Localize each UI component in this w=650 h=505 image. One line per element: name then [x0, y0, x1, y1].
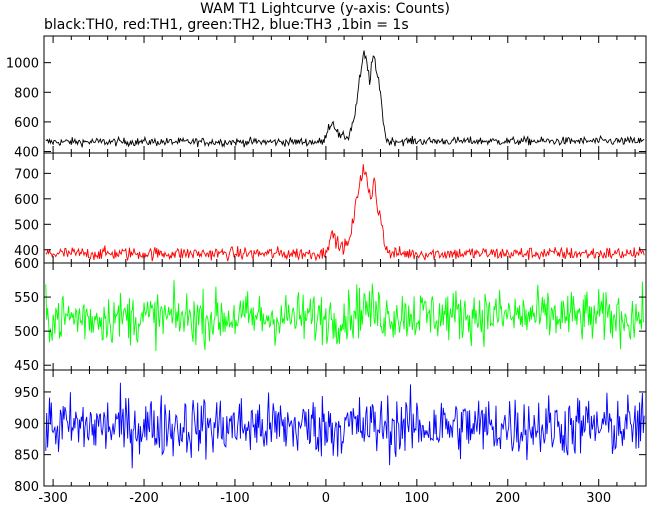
series-line-TH3	[45, 382, 645, 469]
x-tick-label: 0	[322, 491, 330, 505]
x-tick-label: 300	[586, 491, 611, 505]
y-tick-label-TH3: 950	[14, 386, 39, 401]
panel-frame-TH0	[43, 35, 647, 154]
y-tick-label-TH2: 500	[14, 325, 39, 340]
y-tick-label-TH1: 500	[14, 218, 39, 233]
series-line-TH2	[45, 280, 645, 352]
chart-title: WAM T1 Lightcurve (y-axis: Counts)	[200, 1, 450, 17]
y-tick-label-TH0: 600	[14, 116, 39, 131]
y-tick-label-TH2: 550	[14, 291, 39, 306]
y-tick-label-TH3: 900	[14, 417, 39, 432]
x-tick-label: -200	[129, 491, 159, 505]
x-tick-label: 100	[404, 491, 429, 505]
y-tick-label-TH0: 800	[14, 86, 39, 101]
series-line-TH1	[45, 164, 645, 262]
chart-subtitle: black:TH0, red:TH1, green:TH2, blue:TH3 …	[44, 17, 409, 33]
y-tick-label-TH2: 600	[14, 257, 39, 272]
y-tick-label-TH0: 400	[14, 146, 39, 161]
series-line-TH0	[45, 50, 645, 148]
y-tick-label-TH3: 800	[14, 480, 39, 495]
y-tick-label-TH1: 600	[14, 193, 39, 208]
x-tick-label: -300	[38, 491, 68, 505]
panel-frame-TH1	[43, 152, 647, 264]
x-tick-label: 200	[495, 491, 520, 505]
y-tick-label-TH3: 850	[14, 449, 39, 464]
panel-frame-TH3	[43, 369, 647, 487]
y-tick-label-TH2: 450	[14, 359, 39, 374]
y-tick-label-TH1: 700	[14, 167, 39, 182]
y-tick-label-TH1: 400	[14, 244, 39, 259]
y-tick-label-TH0: 1000	[6, 57, 39, 72]
x-tick-label: -100	[220, 491, 250, 505]
